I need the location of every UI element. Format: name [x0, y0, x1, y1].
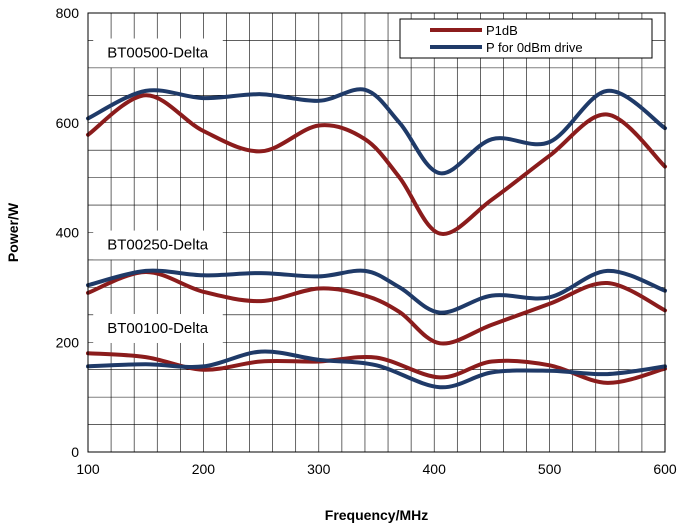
x-axis-title: Frequency/MHz: [325, 507, 428, 523]
y-tick-label: 800: [56, 5, 80, 21]
x-tick-label: 300: [307, 461, 331, 477]
x-tick-label: 500: [538, 461, 562, 477]
y-tick-label: 0: [71, 444, 79, 460]
y-tick-label: 200: [56, 334, 80, 350]
y-axis-title: Power/W: [5, 202, 21, 262]
annotation-label: BT00100-Delta: [107, 320, 209, 337]
legend: P1dB P for 0dBm drive: [400, 19, 652, 58]
y-tick-label: 600: [56, 115, 80, 131]
legend-entry-label: P for 0dBm drive: [486, 40, 583, 55]
annotation-label: BT00250-Delta: [107, 237, 209, 254]
y-tick-label: 400: [56, 225, 80, 241]
x-tick-label: 600: [653, 461, 677, 477]
annotation-label: BT00500-Delta: [107, 45, 209, 62]
legend-entry-label: P1dB: [486, 23, 518, 38]
x-tick-label: 400: [423, 461, 447, 477]
x-tick-label: 200: [192, 461, 216, 477]
x-tick-label: 100: [76, 461, 100, 477]
